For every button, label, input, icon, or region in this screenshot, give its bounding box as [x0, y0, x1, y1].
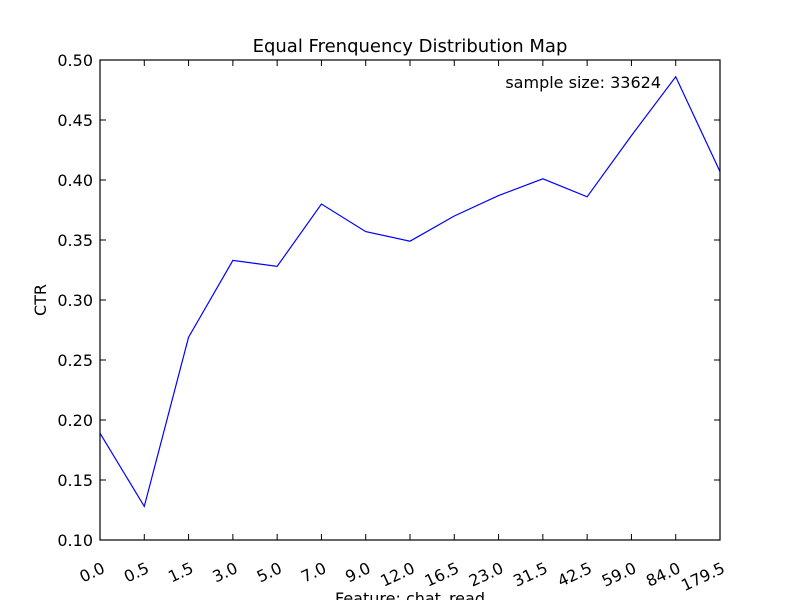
x-tick-label: 0.0: [77, 558, 108, 586]
x-tick-label: 31.5: [510, 558, 550, 590]
y-tick-label: 0.45: [57, 111, 93, 130]
x-tick-label: 9.0: [342, 558, 373, 586]
y-tick-label: 0.25: [57, 351, 93, 370]
x-tick-label: 0.5: [121, 558, 152, 586]
x-tick-label: 1.5: [165, 558, 196, 586]
y-tick-label: 0.50: [57, 51, 93, 70]
x-tick-label: 23.0: [466, 558, 506, 590]
x-tick-label: 59.0: [599, 558, 639, 590]
chart-title: Equal Frenquency Distribution Map: [253, 36, 568, 57]
y-tick-label: 0.15: [57, 471, 93, 490]
sample-size-annotation: sample size: 33624: [505, 73, 661, 92]
x-tick-label: 179.5: [678, 558, 728, 595]
x-tick-label: 5.0: [254, 558, 285, 586]
x-tick-label: 84.0: [643, 558, 683, 590]
x-axis-label: Feature: chat_read: [335, 589, 485, 600]
y-tick-label: 0.30: [57, 291, 93, 310]
y-tick-label: 0.10: [57, 531, 93, 550]
y-tick-label: 0.40: [57, 171, 93, 190]
x-tick-label: 3.0: [209, 558, 240, 586]
y-axis-label: CTR: [31, 284, 50, 316]
plot-area-frame: [100, 60, 720, 540]
x-tick-label: 42.5: [555, 558, 595, 590]
x-tick-label: 16.5: [422, 558, 462, 590]
series-line: [100, 77, 720, 507]
y-tick-label: 0.20: [57, 411, 93, 430]
x-tick-label: 7.0: [298, 558, 329, 586]
x-tick-label: 12.0: [377, 558, 417, 590]
y-tick-label: 0.35: [57, 231, 93, 250]
